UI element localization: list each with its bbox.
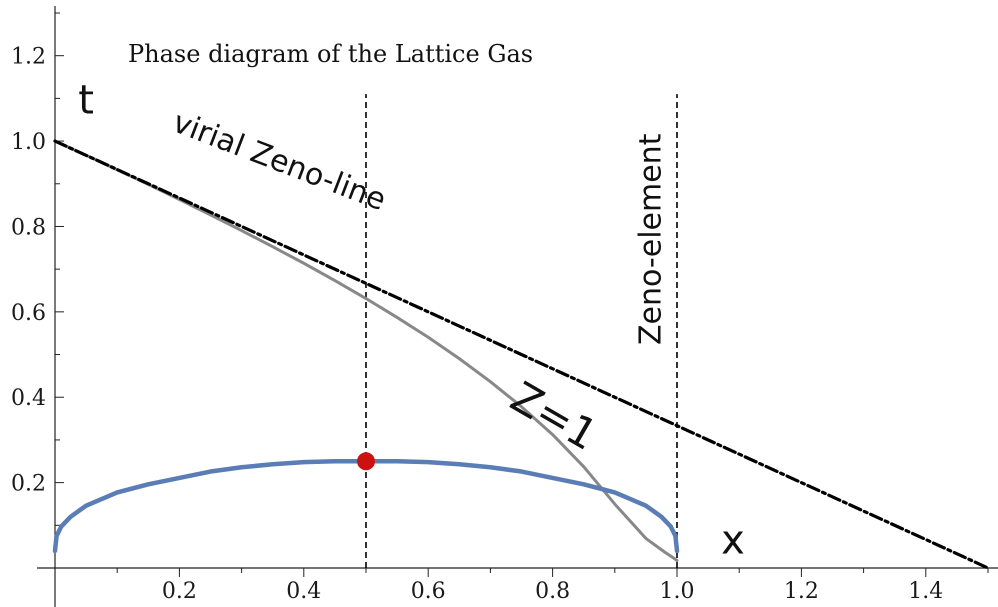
plot-area <box>55 94 988 568</box>
y-tick-label: 0.2 <box>11 472 46 497</box>
x-tick-label: 0.4 <box>286 579 321 604</box>
markers <box>357 452 375 470</box>
annotation-x: x <box>721 517 745 563</box>
x-ticks: 0.2 0.4 0.6 0.8 1.0 1.2 1.4 <box>117 568 988 604</box>
x-tick-label: 1.4 <box>908 579 943 604</box>
y-tick-label: 0.8 <box>11 215 46 240</box>
x-tick-label: 0.2 <box>162 579 197 604</box>
x-tick-label: 0.6 <box>411 579 446 604</box>
chart-title: Phase diagram of the Lattice Gas <box>128 40 533 68</box>
axes: 0.2 0.4 0.6 0.8 1.0 1.2 1.4 0.2 0.4 0.6 0.8 1.0 1.2 <box>11 6 998 607</box>
annotation-t: t <box>78 78 94 124</box>
y-tick-label: 0.6 <box>11 301 46 326</box>
x-tick-label: 0.8 <box>535 579 570 604</box>
y-ticks: 0.2 0.4 0.6 0.8 1.0 1.2 <box>11 13 64 525</box>
y-tick-label: 1.2 <box>11 45 46 70</box>
series-virial-zeno-line <box>55 141 988 568</box>
series-curves <box>55 141 988 568</box>
annotation-zeno-element: Zeno-element <box>634 133 669 345</box>
x-tick-label: 1.2 <box>784 579 819 604</box>
annotation-virial-zeno-line: virial Zeno-line <box>168 105 391 218</box>
critical-point-marker <box>357 452 375 470</box>
y-tick-label: 0.4 <box>11 386 46 411</box>
x-tick-label: 1.0 <box>660 579 695 604</box>
y-tick-label: 1.0 <box>11 130 46 155</box>
